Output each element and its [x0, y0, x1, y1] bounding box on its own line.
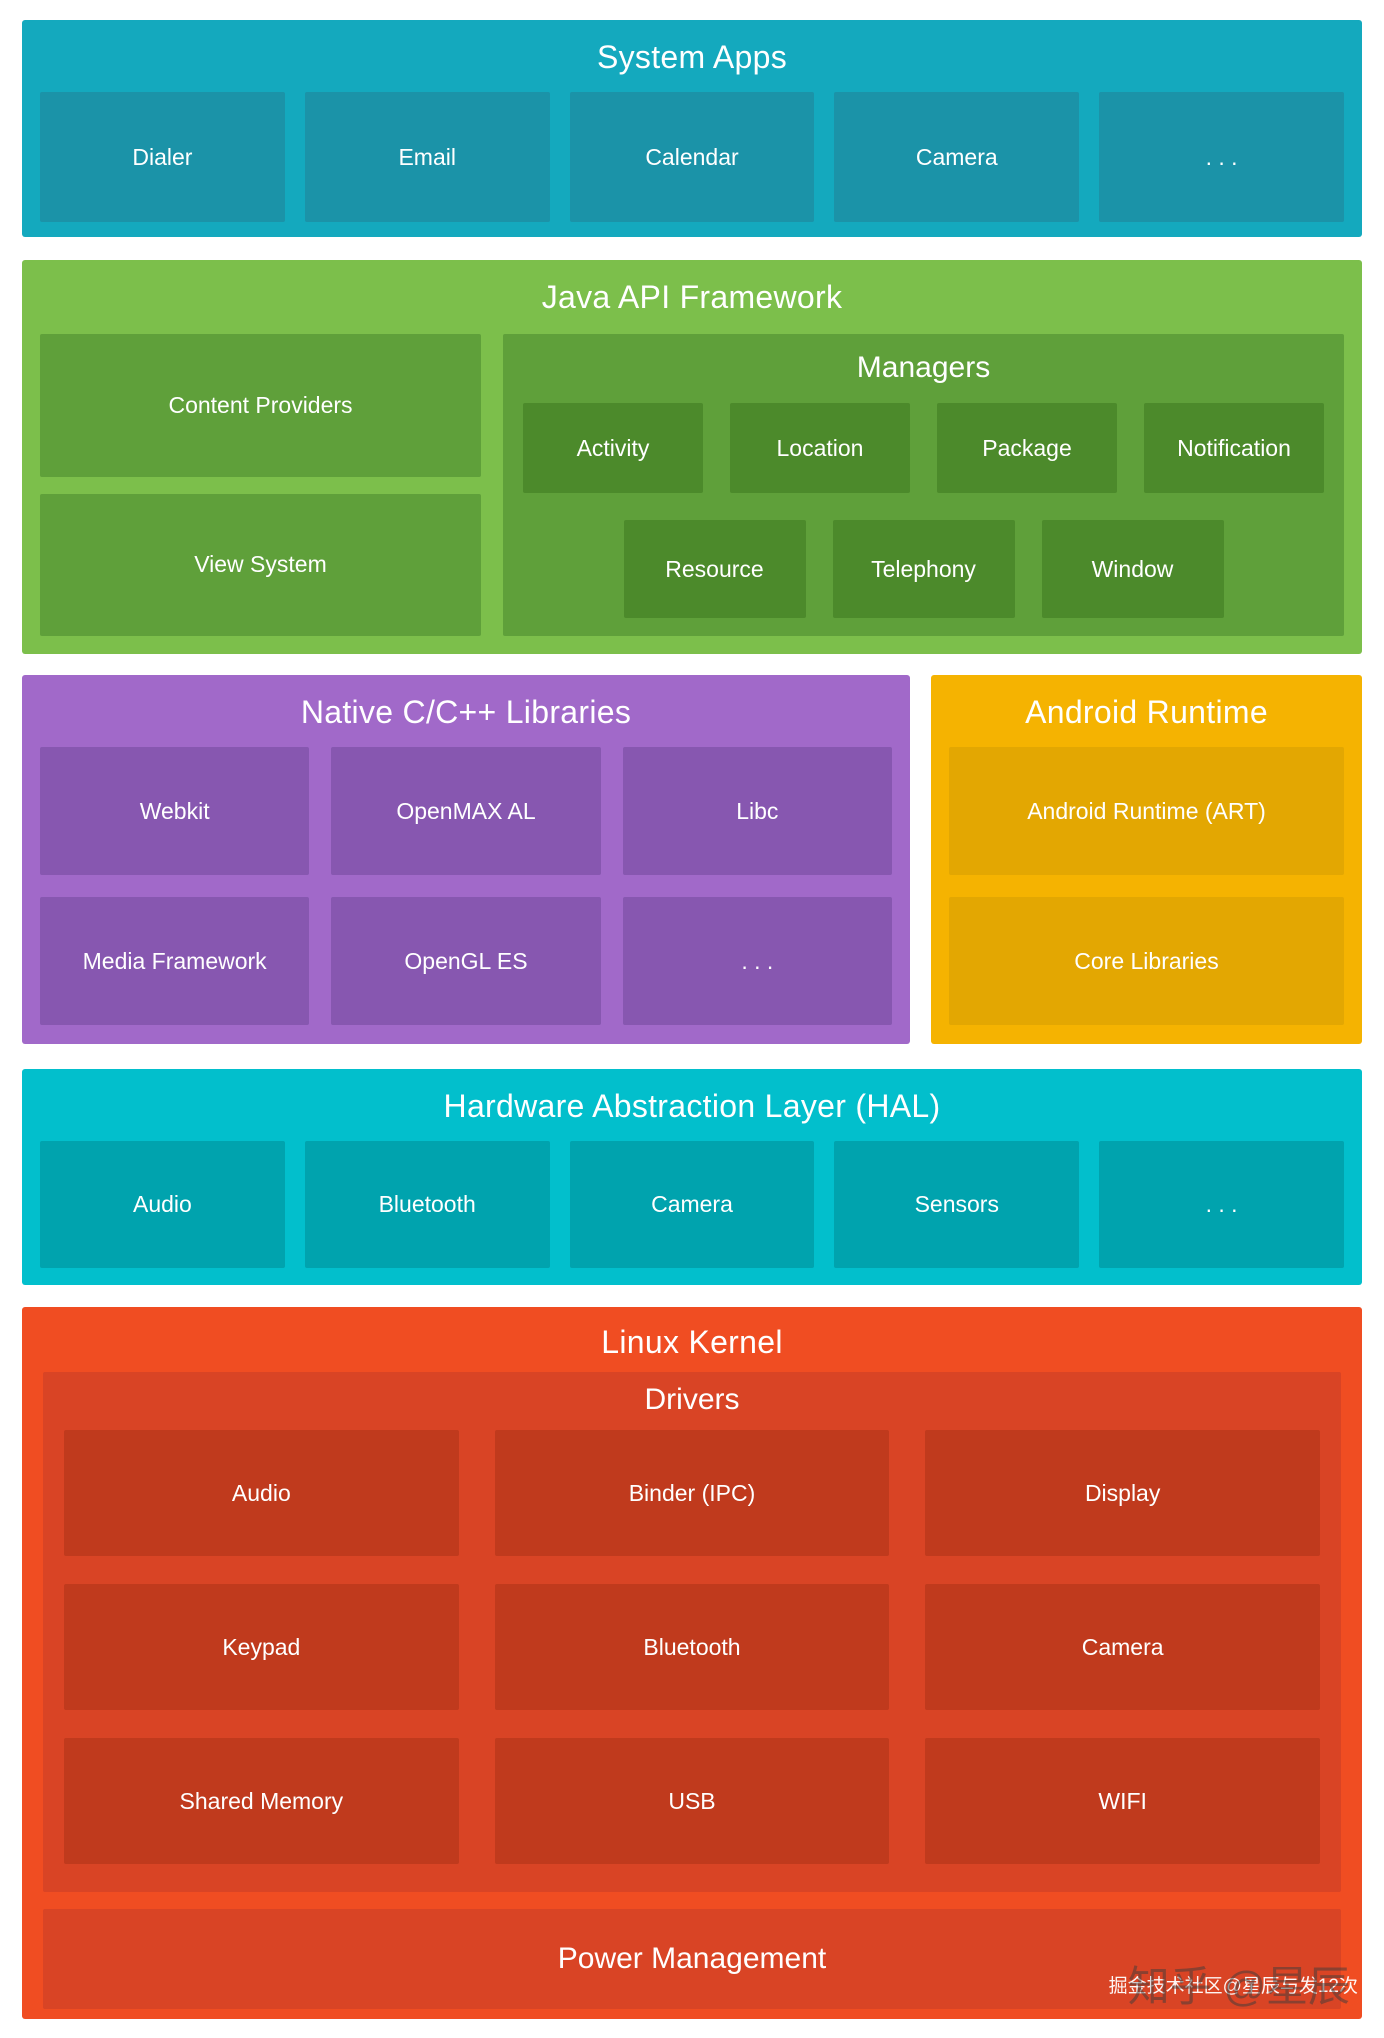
block-power-management: Power Management [43, 1909, 1341, 2009]
section-system-apps: System Apps Dialer Email Calendar Camera… [22, 20, 1362, 237]
java-left-column: Content Providers View System [40, 334, 481, 636]
block-window: Window [1041, 520, 1224, 618]
section-java-api-framework: Java API Framework Content Providers Vie… [22, 260, 1362, 654]
block-camera: Camera [834, 92, 1080, 222]
title-native-libraries: Native C/C++ Libraries [300, 694, 632, 730]
block-media-framework: Media Framework [40, 897, 310, 1025]
system-apps-row: Dialer Email Calendar Camera . . . [40, 92, 1344, 222]
title-android-runtime: Android Runtime [1025, 694, 1268, 730]
block-hal-bluetooth: Bluetooth [304, 1141, 550, 1268]
block-content-providers: Content Providers [40, 334, 481, 477]
block-location: Location [730, 403, 910, 493]
block-package: Package [937, 403, 1117, 493]
block-openmax-al: OpenMAX AL [331, 747, 601, 875]
section-linux-kernel: Linux Kernel Drivers Audio Binder (IPC) … [22, 1307, 1362, 2019]
block-hal-ellipsis: . . . [1099, 1141, 1344, 1268]
drivers-box: Drivers Audio Binder (IPC) Display Keypa… [43, 1372, 1341, 1892]
managers-row-2: Resource Telephony Window [523, 520, 1324, 618]
block-resource: Resource [623, 520, 806, 618]
block-libc: Libc [622, 747, 892, 875]
block-driver-keypad: Keypad [64, 1584, 459, 1710]
block-notification: Notification [1144, 403, 1324, 493]
block-driver-audio: Audio [64, 1430, 459, 1556]
block-core-libraries: Core Libraries [949, 897, 1344, 1025]
block-hal-audio: Audio [40, 1141, 285, 1268]
java-api-body: Content Providers View System Managers A… [40, 334, 1344, 636]
section-native-libraries: Native C/C++ Libraries Webkit OpenMAX AL… [22, 675, 910, 1044]
drivers-grid: Audio Binder (IPC) Display Keypad Blueto… [64, 1430, 1320, 1864]
block-driver-wifi: WIFI [925, 1738, 1320, 1864]
watermark-juejin-text: 掘金技术社区@星辰与发12次 [1108, 1976, 1358, 1997]
android-runtime-column: Android Runtime (ART) Core Libraries [949, 747, 1344, 1025]
middle-row: Native C/C++ Libraries Webkit OpenMAX AL… [22, 675, 1362, 1044]
block-dialer: Dialer [40, 92, 285, 222]
managers-row-1: Activity Location Package Notification [523, 403, 1324, 493]
title-drivers: Drivers [644, 1383, 740, 1416]
block-hal-camera: Camera [569, 1141, 815, 1268]
block-apps-ellipsis: . . . [1099, 92, 1344, 222]
section-hal: Hardware Abstraction Layer (HAL) Audio B… [22, 1069, 1362, 1285]
title-system-apps: System Apps [596, 39, 788, 75]
block-driver-bluetooth: Bluetooth [494, 1584, 890, 1710]
native-libraries-grid: Webkit OpenMAX AL Libc Media Framework O… [40, 747, 892, 1025]
block-opengl-es: OpenGL ES [331, 897, 601, 1025]
block-driver-binder-ipc: Binder (IPC) [494, 1430, 890, 1556]
block-calendar: Calendar [569, 92, 815, 222]
watermark: 掘金技术社区@星辰与发12次 知乎 @星辰 [1108, 1963, 1358, 2010]
title-java-api-framework: Java API Framework [541, 279, 843, 315]
block-native-ellipsis: . . . [622, 897, 892, 1025]
block-driver-camera: Camera [925, 1584, 1320, 1710]
block-driver-usb: USB [494, 1738, 890, 1864]
block-driver-shared-memory: Shared Memory [64, 1738, 459, 1864]
block-driver-display: Display [925, 1430, 1320, 1556]
block-telephony: Telephony [832, 520, 1015, 618]
block-view-system: View System [40, 493, 481, 636]
title-hal: Hardware Abstraction Layer (HAL) [443, 1088, 941, 1124]
block-hal-sensors: Sensors [834, 1141, 1080, 1268]
block-android-runtime-art: Android Runtime (ART) [949, 747, 1344, 875]
block-activity: Activity [523, 403, 703, 493]
block-email: Email [304, 92, 550, 222]
hal-row: Audio Bluetooth Camera Sensors . . . [40, 1141, 1344, 1268]
block-webkit: Webkit [40, 747, 310, 875]
section-android-runtime: Android Runtime Android Runtime (ART) Co… [931, 675, 1362, 1044]
title-linux-kernel: Linux Kernel [601, 1324, 783, 1360]
title-managers: Managers [856, 351, 991, 384]
watermark-zhihu-text: 知乎 @星辰 [1127, 1963, 1350, 2010]
managers-box: Managers Activity Location Package Notif… [503, 334, 1344, 636]
